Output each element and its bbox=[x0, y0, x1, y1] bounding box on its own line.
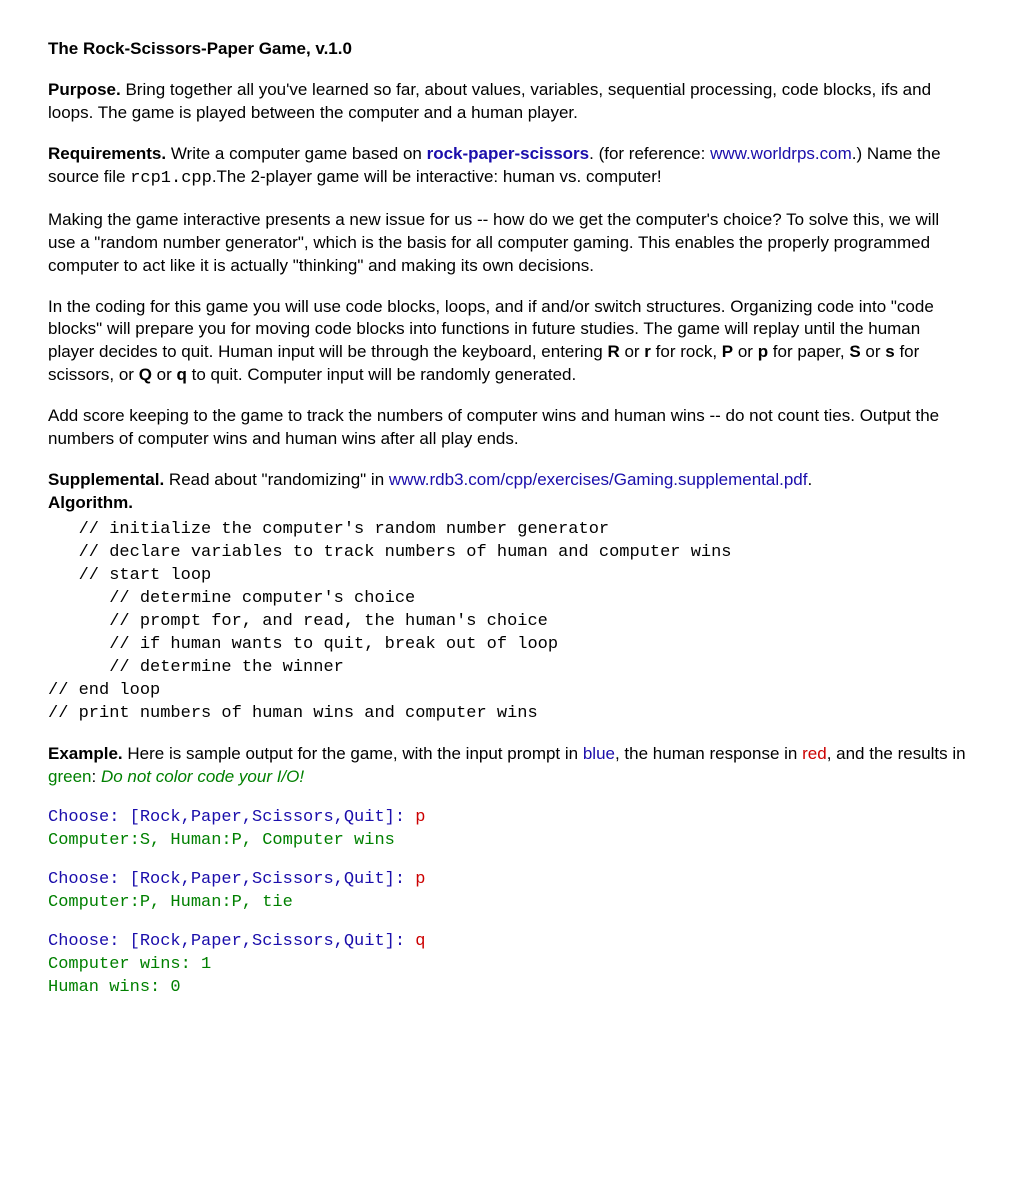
purpose-text: Bring together all you've learned so far… bbox=[48, 80, 931, 122]
ex-red: red bbox=[802, 744, 827, 763]
or4: or bbox=[152, 365, 177, 384]
ex-note: Do not color code your I/O! bbox=[101, 767, 304, 786]
filename: rcp1.cpp bbox=[130, 169, 212, 188]
sample-output-2: Choose: [Rock,Paper,Scissors,Quit]: p Co… bbox=[48, 869, 966, 915]
key-S: S bbox=[849, 342, 860, 361]
sample-output-3: Choose: [Rock,Paper,Scissors,Quit]: q Co… bbox=[48, 931, 966, 1000]
requirements-paragraph: Requirements. Write a computer game base… bbox=[48, 143, 966, 191]
document-title: The Rock-Scissors-Paper Game, v.1.0 bbox=[48, 38, 966, 61]
supp-pre: Read about "randomizing" in bbox=[164, 470, 389, 489]
req-text-4: .The 2-player game will be interactive: … bbox=[212, 167, 662, 186]
prompt-3: Choose: [Rock,Paper,Scissors,Quit]: bbox=[48, 932, 415, 951]
or2: or bbox=[733, 342, 758, 361]
supplemental-paragraph: Supplemental. Read about "randomizing" i… bbox=[48, 469, 966, 515]
score-paragraph: Add score keeping to the game to track t… bbox=[48, 405, 966, 451]
rock-txt: for rock, bbox=[651, 342, 722, 361]
supplemental-link[interactable]: www.rdb3.com/cpp/exercises/Gaming.supple… bbox=[389, 470, 808, 489]
result-1: Computer:S, Human:P, Computer wins bbox=[48, 831, 395, 850]
req-text-2: . (for reference: bbox=[589, 144, 710, 163]
quit-txt: to quit. Computer input will be randomly… bbox=[187, 365, 576, 384]
purpose-label: Purpose. bbox=[48, 80, 121, 99]
prompt-1: Choose: [Rock,Paper,Scissors,Quit]: bbox=[48, 808, 415, 827]
algorithm-label: Algorithm. bbox=[48, 493, 133, 512]
ex-pre: Here is sample output for the game, with… bbox=[123, 744, 583, 763]
or1: or bbox=[620, 342, 645, 361]
key-P: P bbox=[722, 342, 733, 361]
req-text-1: Write a computer game based on bbox=[166, 144, 427, 163]
algorithm-code-block: // initialize the computer's random numb… bbox=[48, 519, 966, 725]
key-p: p bbox=[758, 342, 768, 361]
ex-mid1: , the human response in bbox=[615, 744, 802, 763]
resp-1: p bbox=[415, 808, 425, 827]
rps-link[interactable]: rock-paper-scissors bbox=[427, 144, 590, 163]
result-2: Computer:P, Human:P, tie bbox=[48, 893, 293, 912]
ex-blue: blue bbox=[583, 744, 615, 763]
sample-output-1: Choose: [Rock,Paper,Scissors,Quit]: p Co… bbox=[48, 807, 966, 853]
ex-mid2: , and the results in bbox=[827, 744, 966, 763]
result-3a: Computer wins: 1 bbox=[48, 955, 211, 974]
example-label: Example. bbox=[48, 744, 123, 763]
resp-2: p bbox=[415, 870, 425, 889]
ex-colon: : bbox=[91, 767, 100, 786]
supp-post: . bbox=[807, 470, 812, 489]
requirements-label: Requirements. bbox=[48, 144, 166, 163]
paper-txt: for paper, bbox=[768, 342, 849, 361]
purpose-paragraph: Purpose. Bring together all you've learn… bbox=[48, 79, 966, 125]
or3: or bbox=[861, 342, 886, 361]
key-r: r bbox=[644, 342, 651, 361]
resp-3: q bbox=[415, 932, 425, 951]
key-q: q bbox=[176, 365, 186, 384]
result-3b: Human wins: 0 bbox=[48, 978, 181, 997]
ex-green: green bbox=[48, 767, 91, 786]
supplemental-label: Supplemental. bbox=[48, 470, 164, 489]
example-paragraph: Example. Here is sample output for the g… bbox=[48, 743, 966, 789]
key-Q: Q bbox=[139, 365, 152, 384]
random-paragraph: Making the game interactive presents a n… bbox=[48, 209, 966, 278]
worldrps-link[interactable]: www.worldrps.com bbox=[710, 144, 852, 163]
key-R: R bbox=[607, 342, 619, 361]
key-s: s bbox=[885, 342, 894, 361]
prompt-2: Choose: [Rock,Paper,Scissors,Quit]: bbox=[48, 870, 415, 889]
coding-paragraph: In the coding for this game you will use… bbox=[48, 296, 966, 388]
